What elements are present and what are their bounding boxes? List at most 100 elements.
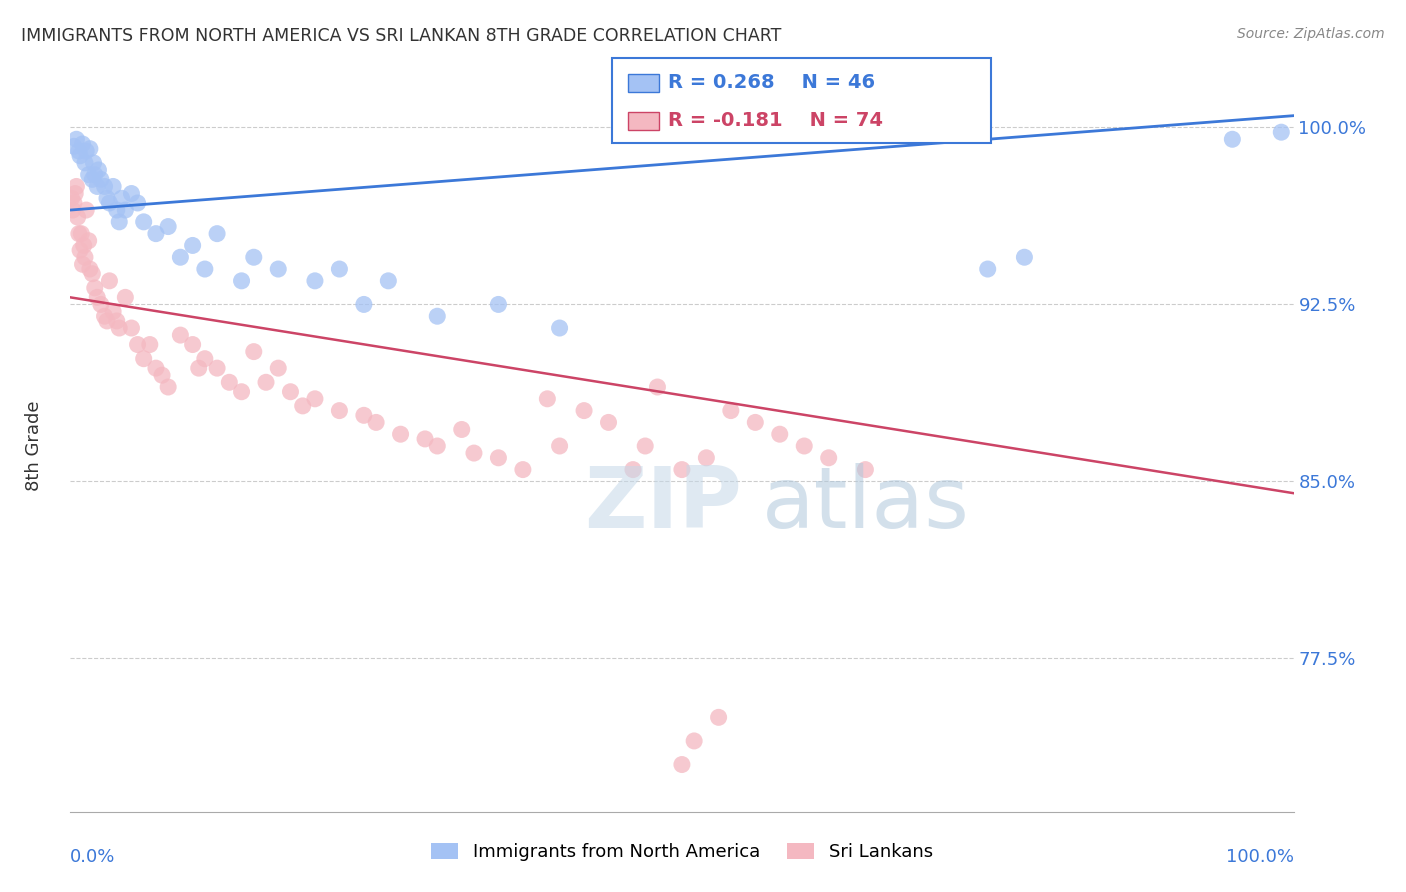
Point (150, 368, 173, 383)
Point (157, 219, 180, 234)
Point (194, 262, 217, 277)
Point (634, 439, 657, 453)
Point (353, 297, 375, 311)
Point (377, 274, 399, 288)
Point (413, 432, 436, 446)
Point (169, 250, 191, 264)
Point (108, 321, 131, 335)
Point (77, 168, 100, 182)
Point (243, 344, 266, 359)
Point (63, 186, 86, 201)
Point (328, 262, 350, 277)
Point (536, 392, 558, 406)
Point (450, 422, 472, 436)
Point (93, 310, 115, 324)
Point (66, 210, 89, 224)
Text: R = 0.268    N = 46: R = 0.268 N = 46 (668, 72, 875, 92)
Point (90, 172, 112, 186)
Point (671, 757, 693, 772)
Point (111, 191, 134, 205)
Point (1014, 250, 1036, 264)
Point (114, 202, 136, 217)
Point (105, 202, 128, 217)
Point (98, 196, 121, 211)
Point (243, 250, 266, 264)
Point (707, 710, 730, 724)
Point (683, 734, 706, 748)
Point (63, 196, 86, 211)
Point (1270, 125, 1292, 139)
Point (114, 290, 136, 304)
Point (65, 132, 87, 146)
Point (304, 392, 326, 406)
Point (187, 361, 209, 376)
Point (328, 403, 350, 417)
Point (87, 163, 110, 178)
Point (75, 202, 97, 217)
Point (82, 172, 104, 186)
Point (205, 227, 228, 241)
Point (127, 196, 149, 211)
Point (73, 156, 96, 170)
Point (647, 380, 669, 394)
Text: IMMIGRANTS FROM NORTH AMERICA VS SRI LANKAN 8TH GRADE CORRELATION CHART: IMMIGRANTS FROM NORTH AMERICA VS SRI LAN… (21, 27, 782, 45)
Point (96, 191, 118, 205)
Point (194, 351, 217, 366)
Point (389, 427, 412, 442)
Point (512, 462, 534, 476)
Point (98, 274, 121, 288)
Point (70, 227, 93, 241)
Point (83, 168, 105, 182)
Point (695, 450, 717, 465)
Point (291, 399, 314, 413)
Point (169, 328, 191, 343)
Point (488, 297, 510, 311)
Point (218, 376, 240, 390)
Text: 100.0%: 100.0% (1226, 848, 1294, 866)
Point (304, 274, 326, 288)
Text: R = -0.181    N = 74: R = -0.181 N = 74 (668, 111, 883, 130)
Point (63, 139, 86, 153)
Point (145, 361, 167, 376)
Point (77, 234, 100, 248)
Point (65, 179, 87, 194)
Point (267, 262, 290, 277)
Point (86, 179, 108, 194)
Point (79, 142, 101, 156)
Point (127, 337, 149, 351)
Point (598, 416, 620, 430)
Text: 8th Grade: 8th Grade (24, 401, 42, 491)
Point (720, 403, 742, 417)
Point (93, 179, 115, 194)
Point (976, 262, 998, 277)
Point (488, 450, 510, 465)
Text: Source: ZipAtlas.com: Source: ZipAtlas.com (1237, 27, 1385, 41)
Point (463, 446, 485, 460)
Point (90, 297, 112, 311)
Point (72, 257, 94, 271)
Text: 0.0%: 0.0% (70, 848, 115, 866)
Point (621, 462, 644, 476)
Point (157, 380, 180, 394)
Point (72, 136, 94, 151)
Point (426, 439, 449, 453)
Point (79, 262, 101, 277)
Point (254, 376, 277, 390)
Point (145, 227, 167, 241)
Point (139, 337, 162, 351)
Point (101, 179, 124, 194)
Point (86, 290, 108, 304)
Point (426, 310, 449, 324)
Point (132, 351, 155, 366)
Point (769, 427, 792, 442)
Point (69, 243, 91, 257)
Point (267, 361, 290, 376)
Point (1220, 132, 1243, 146)
Text: atlas: atlas (762, 463, 969, 546)
Point (121, 321, 143, 335)
Point (75, 144, 97, 158)
Point (96, 314, 118, 328)
Point (231, 384, 253, 399)
Point (181, 337, 204, 351)
Point (572, 403, 595, 417)
